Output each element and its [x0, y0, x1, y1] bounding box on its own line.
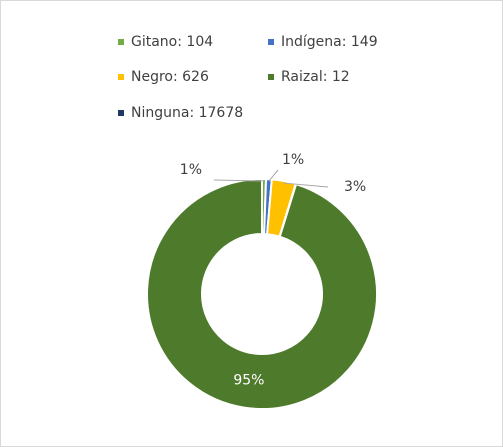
legend-swatch [118, 110, 124, 116]
legend-swatch [118, 74, 124, 80]
legend-swatch [268, 74, 274, 80]
leader-line [268, 169, 279, 182]
legend-label: Indígena: 149 [281, 34, 378, 50]
legend-label: Raizal: 12 [281, 69, 350, 85]
legend-swatch [118, 39, 124, 45]
legend-label: Negro: 626 [131, 69, 209, 85]
data-label: 1% [180, 162, 202, 178]
legend-label: Gitano: 104 [131, 34, 213, 50]
legend-label: Ninguna: 17678 [131, 105, 243, 121]
data-label: 1% [282, 152, 304, 168]
leader-line [283, 182, 329, 188]
legend-swatch [268, 39, 274, 45]
leader-line [213, 179, 264, 182]
data-label: 95% [233, 373, 264, 389]
donut-slice [146, 177, 378, 410]
data-label: 3% [344, 179, 366, 195]
